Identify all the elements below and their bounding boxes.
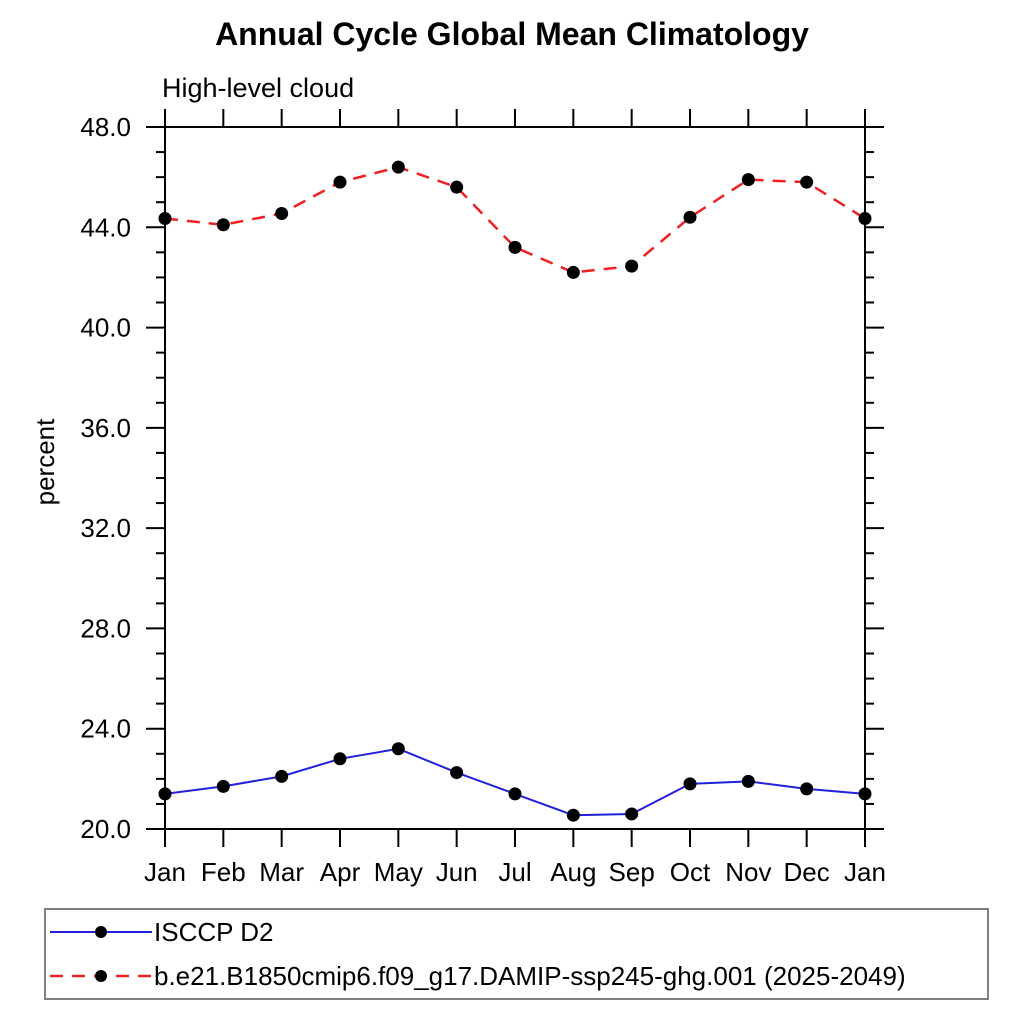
data-point-series-0 — [216, 779, 230, 793]
x-tick-label: Jun — [436, 857, 478, 887]
y-tick-label: 28.0 — [80, 613, 131, 643]
data-point-series-0 — [683, 777, 697, 791]
y-axis-title: percent — [30, 418, 60, 505]
y-tick-label: 24.0 — [80, 714, 131, 744]
chart-title: Annual Cycle Global Mean Climatology — [215, 16, 809, 52]
plot-region: 20.0 24.0 28.0 32.0 36.0 40.0 44.0 48.0 Jan Feb Ma… — [80, 109, 886, 887]
data-point-series-1 — [508, 240, 522, 254]
legend-swatch-solid-line — [50, 926, 152, 938]
data-point-series-1 — [625, 259, 639, 273]
legend-swatch-dashed-line — [50, 970, 152, 982]
x-tick-label: May — [374, 857, 423, 887]
legend-label-model: b.e21.B1850cmip6.f09_g17.DAMIP-ssp245-gh… — [154, 961, 906, 991]
x-tick-label: Mar — [259, 857, 304, 887]
chart-subtitle: High-level cloud — [162, 73, 354, 103]
y-tick-label: 40.0 — [80, 313, 131, 343]
x-tick-label: Dec — [784, 857, 830, 887]
y-tick-label: 32.0 — [80, 513, 131, 543]
y-tick-label: 44.0 — [80, 212, 131, 242]
y-tick-label: 48.0 — [80, 112, 131, 142]
x-tick-label: Jan — [144, 857, 186, 887]
data-point-series-0 — [800, 782, 814, 796]
data-point-series-1 — [683, 210, 697, 224]
legend-marker-icon — [95, 970, 107, 982]
data-point-series-1 — [741, 173, 755, 187]
x-tick-label: Oct — [670, 857, 711, 887]
data-point-series-1 — [858, 212, 872, 226]
y-tick-label: 36.0 — [80, 413, 131, 443]
data-point-series-0 — [566, 808, 580, 822]
x-tick-label: Jan — [844, 857, 886, 887]
data-point-series-1 — [391, 160, 405, 174]
data-point-series-1 — [158, 212, 172, 226]
series-line-0 — [164, 747, 866, 817]
legend-item-isccp: ISCCP D2 — [46, 911, 987, 953]
plot-frame — [164, 126, 866, 830]
data-point-series-0 — [508, 787, 522, 801]
x-tick-label: Apr — [320, 857, 361, 887]
data-point-series-0 — [741, 774, 755, 788]
data-point-series-0 — [450, 766, 464, 780]
x-tick-label: Jul — [498, 857, 531, 887]
data-point-series-0 — [158, 787, 172, 801]
data-point-series-1 — [333, 175, 347, 189]
data-point-series-1 — [450, 180, 464, 194]
data-point-series-1 — [275, 206, 289, 220]
data-point-series-0 — [391, 742, 405, 756]
y-tick-label: 20.0 — [80, 814, 131, 844]
data-point-series-0 — [275, 769, 289, 783]
x-tick-label: Sep — [609, 857, 655, 887]
data-point-series-1 — [566, 265, 580, 279]
legend-marker-icon — [95, 926, 107, 938]
data-point-series-1 — [216, 218, 230, 232]
data-point-series-0 — [333, 752, 347, 766]
legend-box: ISCCP D2 b.e21.B1850cmip6.f09_g17.DAMIP-… — [44, 908, 989, 1000]
data-point-series-1 — [800, 175, 814, 189]
legend-label-isccp: ISCCP D2 — [154, 917, 274, 947]
x-tick-label: Feb — [201, 857, 246, 887]
legend-item-model: b.e21.B1850cmip6.f09_g17.DAMIP-ssp245-gh… — [46, 955, 987, 997]
data-point-series-0 — [858, 787, 872, 801]
data-point-series-0 — [625, 807, 639, 821]
x-tick-label: Nov — [725, 857, 771, 887]
series-line-1 — [164, 165, 866, 274]
x-tick-label: Aug — [550, 857, 596, 887]
